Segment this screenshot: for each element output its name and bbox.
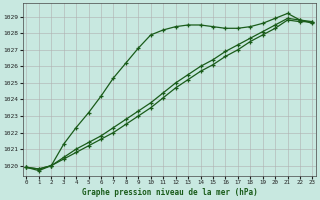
X-axis label: Graphe pression niveau de la mer (hPa): Graphe pression niveau de la mer (hPa)	[82, 188, 257, 197]
